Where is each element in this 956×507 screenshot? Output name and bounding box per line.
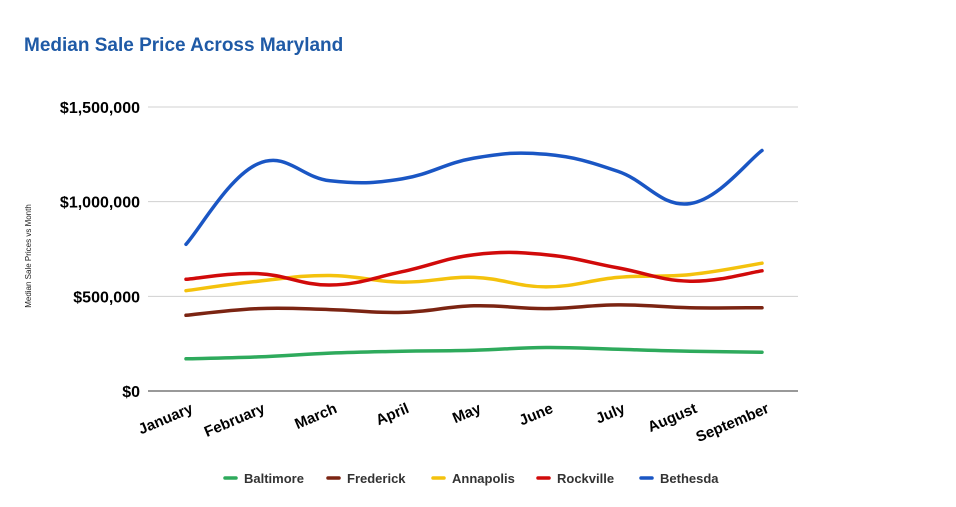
x-tick-label: April xyxy=(373,400,411,429)
series-line-rockville xyxy=(184,250,764,287)
y-tick-label: $0 xyxy=(122,384,140,401)
x-tick-label: July xyxy=(593,400,628,428)
legend: Baltimore Frederick Annapolis Rockville Beth… xyxy=(223,471,719,486)
series-line-baltimore xyxy=(184,345,764,361)
chart-title: Median Sale Price Across Maryland xyxy=(24,35,344,56)
x-axis-ticks: January February March April May June July Augu… xyxy=(136,400,772,446)
x-tick-label: January xyxy=(136,400,196,438)
legend-label: Baltimore xyxy=(244,471,304,486)
x-tick-label: September xyxy=(694,400,772,446)
x-tick-label: August xyxy=(645,400,699,436)
y-tick-label: $1,000,000 xyxy=(60,195,140,212)
x-tick-label: February xyxy=(202,400,268,441)
y-axis-label: Median Sale Prices vs Month xyxy=(24,204,33,308)
x-tick-label: May xyxy=(450,400,484,427)
legend-label: Rockville xyxy=(557,471,614,486)
y-axis-ticks: $0 $500,000 $1,000,000 $1,500,000 xyxy=(60,100,140,401)
legend-label: Bethesda xyxy=(660,471,719,486)
legend-label: Frederick xyxy=(347,471,406,486)
series-lines xyxy=(184,148,764,361)
x-tick-label: March xyxy=(292,400,339,433)
y-tick-label: $500,000 xyxy=(73,289,140,306)
x-tick-label: June xyxy=(517,400,556,429)
legend-label: Annapolis xyxy=(452,471,515,486)
gridlines xyxy=(148,106,798,392)
y-tick-label: $1,500,000 xyxy=(60,100,140,117)
series-line-bethesda xyxy=(184,148,764,247)
series-line-frederick xyxy=(184,303,764,318)
series-line-annapolis xyxy=(184,261,764,293)
